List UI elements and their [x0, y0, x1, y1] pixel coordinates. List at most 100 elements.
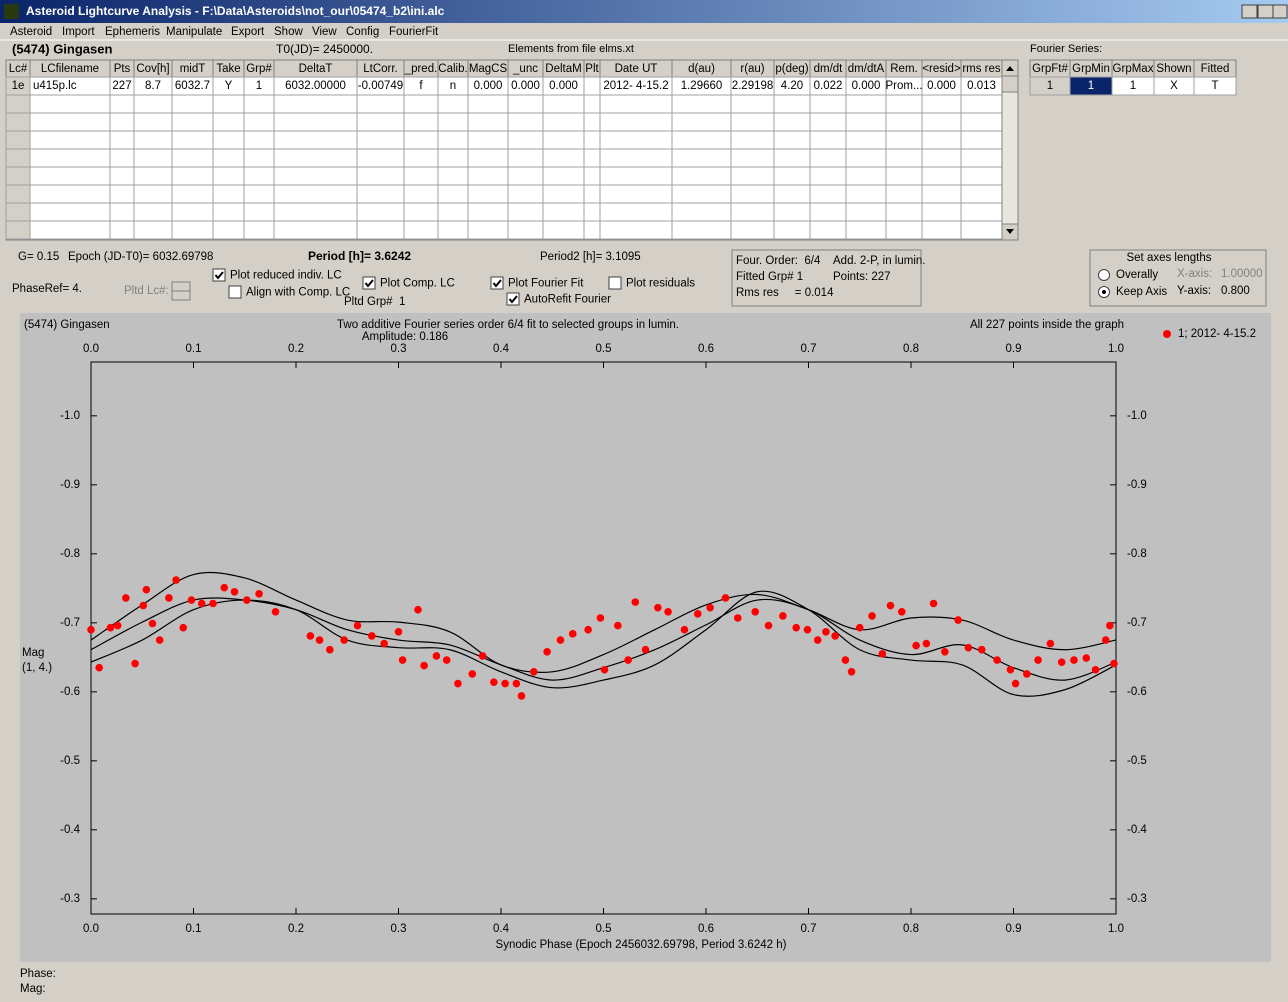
table-cell [171, 130, 214, 150]
data-point [1106, 621, 1114, 630]
row-header[interactable] [5, 202, 31, 222]
table-cell [243, 148, 275, 168]
checkbox[interactable] [608, 276, 622, 290]
table-cell [921, 166, 962, 186]
data-point [1046, 639, 1055, 648]
table-cell [212, 184, 245, 204]
table-cell [845, 112, 887, 132]
scroll-arrow [1006, 229, 1014, 234]
table-cell [403, 184, 439, 204]
data-point [394, 627, 403, 636]
table-cell [273, 112, 358, 132]
maximize-button[interactable] [1257, 4, 1274, 19]
data-point [517, 692, 526, 700]
epoch: Epoch (JD-T0)= 6032.69798 [68, 251, 213, 263]
checkbox[interactable] [506, 292, 520, 306]
minimize-button[interactable] [1241, 4, 1258, 19]
table-cell [437, 112, 469, 132]
row-header[interactable] [5, 130, 31, 150]
column-header-label: MagCS [469, 63, 508, 75]
x-tick-label: 0.6 [698, 923, 714, 935]
data-point [568, 630, 577, 638]
data-point [501, 679, 509, 688]
table-cell [212, 94, 245, 114]
data-point [530, 668, 538, 676]
checkbox[interactable] [212, 268, 226, 282]
table-cell [773, 166, 811, 186]
data-point [641, 645, 650, 654]
row-header[interactable] [5, 166, 31, 186]
table-cell [960, 130, 1003, 150]
table-cell[interactable] [1193, 76, 1237, 96]
data-point [941, 648, 949, 656]
menu-item: Manipulate [166, 26, 222, 38]
table-cell [467, 130, 509, 150]
table-cell [507, 202, 544, 222]
checkbox[interactable] [490, 276, 504, 290]
checkbox-label: Plot residuals [626, 278, 695, 290]
phase-ref: PhaseRef= 4. [12, 283, 82, 295]
table-cell [960, 112, 1003, 132]
table-cell [845, 166, 887, 186]
checkbox[interactable] [362, 276, 376, 290]
table-cell [599, 220, 673, 240]
table-cell-text: 0.000 [474, 80, 503, 92]
y-tick-label-right: -0.3 [1127, 893, 1147, 905]
table-cell [403, 130, 439, 150]
column-header-label: GrpMin [1072, 63, 1110, 75]
column-header-label: GrpMax [1113, 63, 1154, 75]
data-point [831, 632, 839, 640]
table-cell [671, 148, 732, 168]
table-cell [921, 130, 962, 150]
table-cell [921, 94, 962, 114]
table-cell [467, 166, 509, 186]
data-point [172, 576, 180, 584]
checkbox[interactable] [228, 285, 242, 299]
checkbox-label: Align with Comp. LC [246, 287, 350, 299]
period: Period [h]= 3.6242 [308, 249, 411, 263]
x-tick-label-top: 0.4 [493, 343, 510, 355]
data-point [230, 587, 239, 596]
check-mark [508, 295, 518, 304]
data-point [868, 612, 876, 620]
row-header[interactable] [5, 148, 31, 168]
radio-button[interactable] [1098, 269, 1110, 281]
row-header[interactable] [5, 220, 31, 240]
table-cell [243, 166, 275, 186]
row-header[interactable] [5, 112, 31, 132]
data-point [442, 656, 451, 664]
table-cell [809, 148, 847, 168]
table-cell [885, 94, 923, 114]
table-cell [845, 94, 887, 114]
table-cell [437, 202, 469, 222]
row-header[interactable] [5, 94, 31, 114]
legend-marker [1163, 330, 1171, 338]
table-cell [671, 112, 732, 132]
table-cell-text: 1 [1047, 80, 1053, 92]
table-cell [109, 148, 135, 168]
table-cell-text: 0.000 [549, 80, 578, 92]
table-cell [730, 130, 775, 150]
data-point [380, 639, 388, 648]
table-cell [599, 112, 673, 132]
column-header-label: DeltaM [545, 63, 581, 75]
table-cell [171, 166, 214, 186]
fourier-label: Fourier Series: [1030, 43, 1102, 55]
table-cell [809, 202, 847, 222]
table-cell [921, 202, 962, 222]
table-cell [243, 184, 275, 204]
data-point [764, 621, 773, 630]
table-cell [356, 166, 405, 186]
table-cell [109, 220, 135, 240]
data-point [1070, 656, 1078, 664]
data-point [929, 599, 938, 608]
y-axis-value: 0.800 [1221, 285, 1250, 297]
scroll-thumb[interactable] [1001, 75, 1019, 93]
row-header[interactable] [5, 184, 31, 204]
table-cell [437, 166, 469, 186]
scroll-arrow [1006, 66, 1014, 71]
close-button[interactable] [1272, 4, 1288, 19]
table-cell [583, 166, 601, 186]
y-tick-label: -1.0 [60, 410, 80, 422]
table-cell [583, 220, 601, 240]
